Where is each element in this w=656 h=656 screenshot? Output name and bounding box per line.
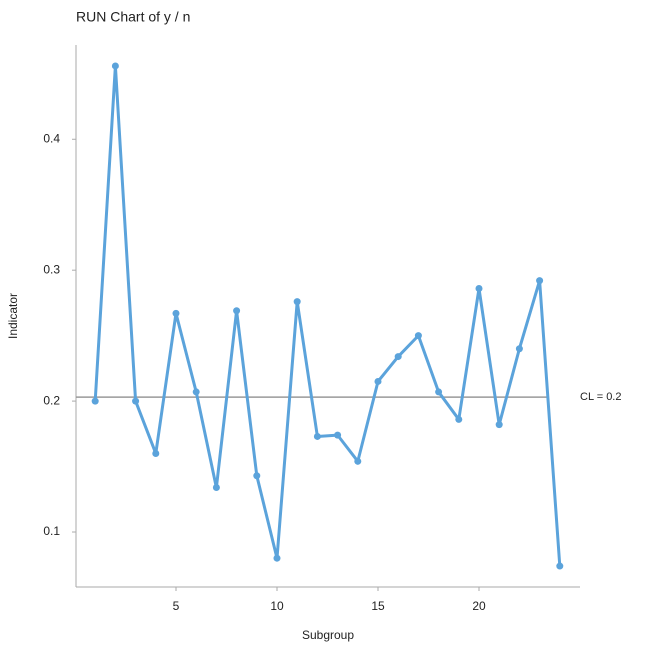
data-point — [91, 397, 99, 405]
x-tick-label: 10 — [270, 599, 284, 613]
y-axis-label: Indicator — [6, 293, 20, 339]
data-point — [354, 457, 362, 465]
data-point — [414, 332, 422, 340]
data-point — [253, 472, 261, 480]
data-point — [111, 62, 119, 70]
y-tick-label: 0.1 — [43, 524, 60, 538]
data-point — [435, 388, 443, 396]
chart-title: RUN Chart of y / n — [76, 9, 190, 25]
data-point — [455, 415, 463, 423]
data-point — [334, 431, 342, 439]
data-point — [475, 285, 483, 293]
x-axis-label: Subgroup — [302, 628, 354, 642]
data-point — [394, 353, 402, 361]
x-tick-label: 20 — [472, 599, 486, 613]
data-point — [374, 377, 382, 385]
y-tick-label: 0.4 — [43, 131, 60, 145]
x-tick-label: 15 — [371, 599, 385, 613]
data-point — [313, 432, 321, 440]
center-line-label: CL = 0.2 — [580, 391, 621, 403]
data-point — [556, 562, 564, 570]
x-tick-label: 5 — [173, 599, 180, 613]
data-point — [132, 397, 140, 405]
data-point — [293, 298, 301, 306]
data-point — [152, 449, 160, 457]
data-point — [273, 554, 281, 562]
data-point — [212, 484, 220, 492]
data-point — [515, 345, 523, 353]
data-point — [172, 309, 180, 317]
data-point — [233, 307, 241, 315]
data-point — [495, 421, 503, 429]
y-tick-label: 0.2 — [43, 393, 60, 407]
data-point — [536, 277, 544, 285]
data-point — [192, 388, 200, 396]
y-tick-label: 0.3 — [43, 262, 60, 276]
series-line — [93, 64, 562, 567]
